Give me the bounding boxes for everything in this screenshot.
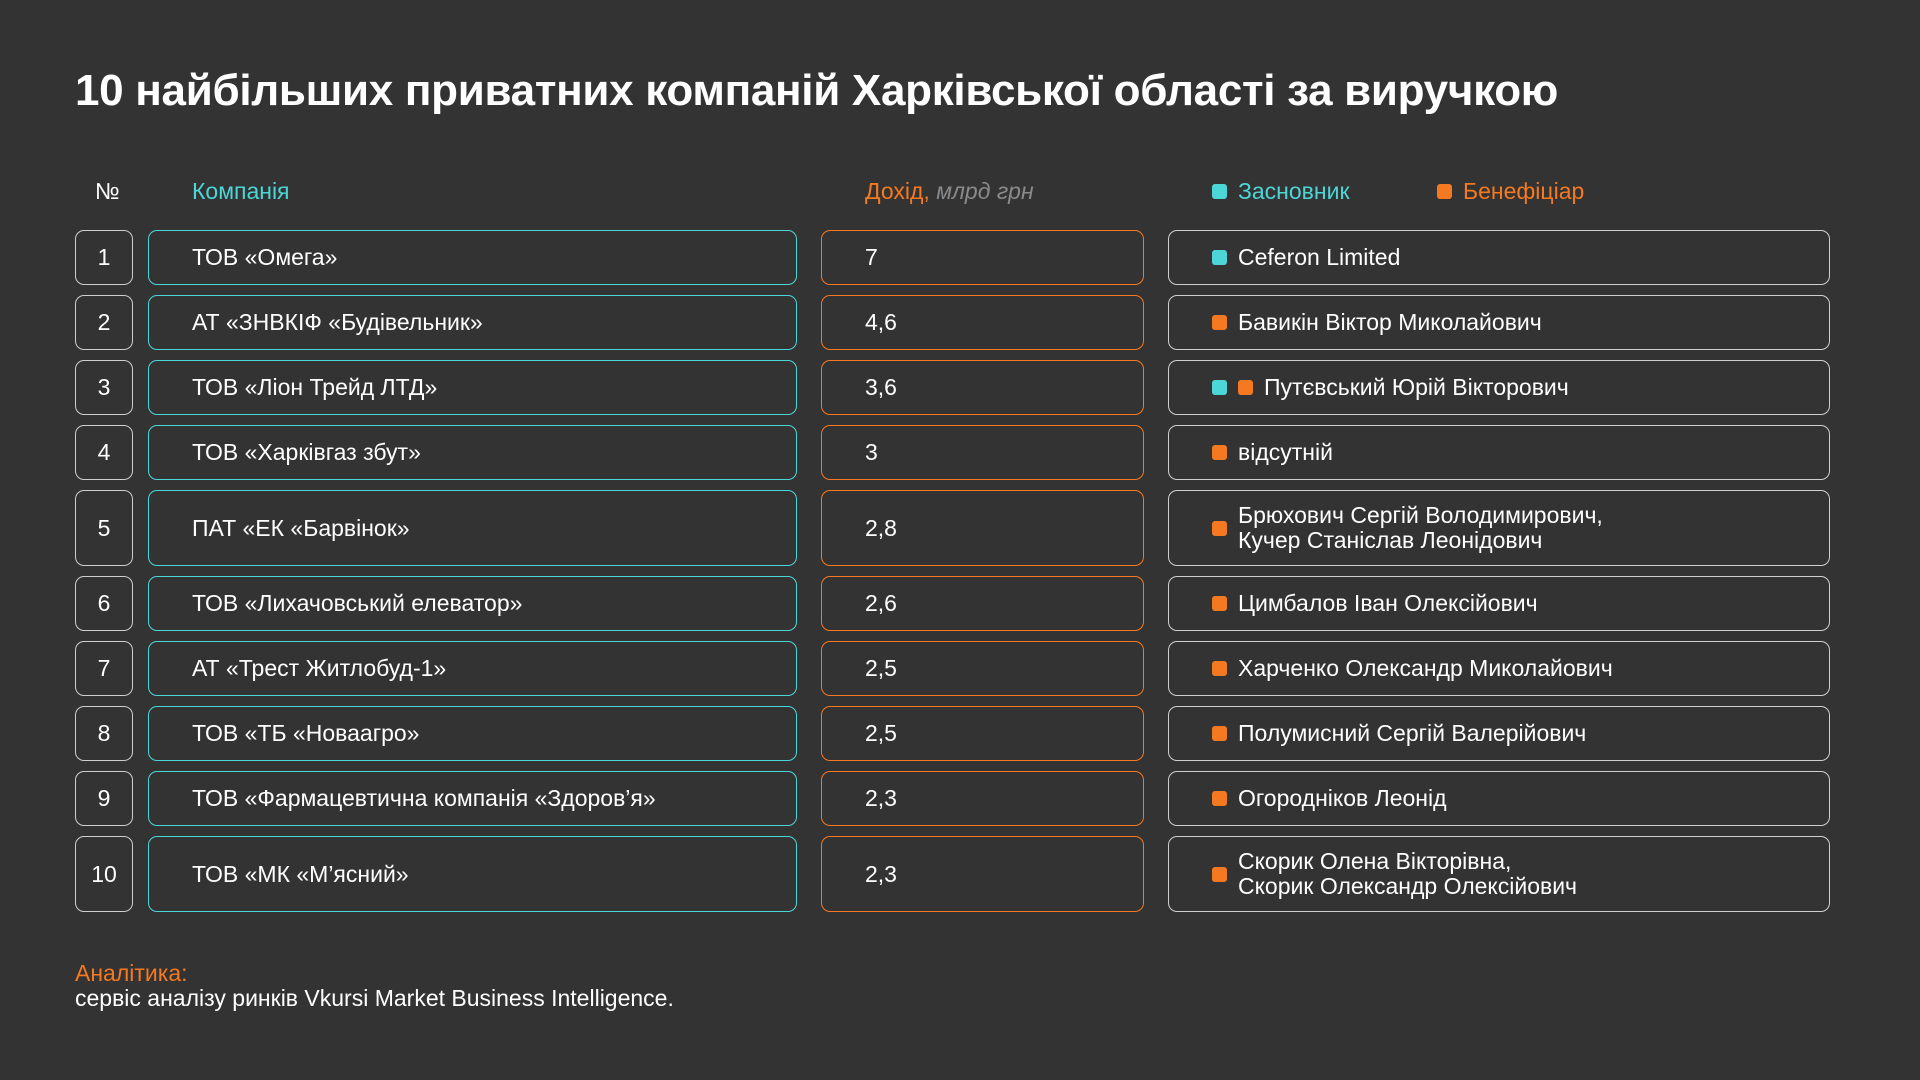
company-name: ТОВ «Омега» (148, 230, 797, 285)
revenue-value: 2,5 (821, 706, 1144, 761)
legend-beneficiary-label: Бенефіціар (1463, 178, 1585, 204)
owner-cell: Огородніков Леонід (1168, 771, 1830, 826)
revenue-value: 3 (821, 425, 1144, 480)
footer-source: сервіс аналізу ринків Vkursi Market Busi… (75, 985, 674, 1011)
company-name: ТОВ «МК «М’ясний» (148, 836, 797, 912)
owner-cell: Харченко Олександр Миколайович (1168, 641, 1830, 696)
owner-cell: Цимбалов Іван Олексійович (1168, 576, 1830, 631)
founder-marker-icon (1212, 184, 1227, 199)
owner-cell: Брюхович Сергій Володимирович, Кучер Ста… (1168, 490, 1830, 566)
beneficiary-marker-icon (1238, 380, 1253, 395)
owner-cell: відсутній (1168, 425, 1830, 480)
owner-name: Цимбалов Іван Олексійович (1238, 590, 1538, 616)
company-name: ТОВ «ТБ «Новаагро» (148, 706, 797, 761)
header-company: Компанія (192, 178, 290, 204)
row-number: 8 (75, 706, 133, 761)
beneficiary-marker-icon (1212, 445, 1227, 460)
legend-founder-label: Засновник (1238, 178, 1350, 204)
row-number: 10 (75, 836, 133, 912)
page-title: 10 найбільших приватних компаній Харківс… (75, 66, 1559, 115)
row-number: 9 (75, 771, 133, 826)
row-number: 5 (75, 490, 133, 566)
row-number: 2 (75, 295, 133, 350)
beneficiary-marker-icon (1212, 520, 1227, 536)
revenue-value: 2,8 (821, 490, 1144, 566)
row-number: 7 (75, 641, 133, 696)
founder-marker-icon (1212, 250, 1227, 265)
footer-label: Аналітика: (75, 960, 188, 986)
beneficiary-marker-icon (1437, 184, 1452, 199)
owner-name: Скорик Олена Вікторівна, Скорик Олександ… (1238, 848, 1578, 899)
company-name: ТОВ «Лихачовський елеватор» (148, 576, 797, 631)
owner-name: Огородніков Леонід (1238, 785, 1447, 811)
owner-cell: Путєвський Юрій Вікторович (1168, 360, 1830, 415)
beneficiary-marker-icon (1212, 866, 1227, 882)
legend-founder: Засновник (1212, 178, 1350, 205)
owner-name: Брюхович Сергій Володимирович, Кучер Ста… (1238, 502, 1603, 553)
beneficiary-marker-icon (1212, 661, 1227, 676)
header-revenue-label: Дохід, (865, 178, 930, 204)
beneficiary-marker-icon (1212, 726, 1227, 741)
row-number: 1 (75, 230, 133, 285)
row-number: 4 (75, 425, 133, 480)
revenue-value: 2,3 (821, 771, 1144, 826)
revenue-value: 2,3 (821, 836, 1144, 912)
company-name: ТОВ «Ліон Трейд ЛТД» (148, 360, 797, 415)
header-number: № (95, 178, 120, 204)
owner-name: відсутній (1238, 439, 1333, 465)
header-revenue: Дохід, млрд грн (865, 178, 1034, 205)
company-name: АТ «ЗНВКІФ «Будівельник» (148, 295, 797, 350)
company-name: ТОВ «Фармацевтична компанія «Здоров’я» (148, 771, 797, 826)
row-number: 3 (75, 360, 133, 415)
revenue-value: 2,5 (821, 641, 1144, 696)
owner-name: Полумисний Сергій Валерійович (1238, 720, 1587, 746)
revenue-value: 3,6 (821, 360, 1144, 415)
owner-cell: Бавикін Віктор Миколайович (1168, 295, 1830, 350)
revenue-value: 2,6 (821, 576, 1144, 631)
revenue-value: 4,6 (821, 295, 1144, 350)
company-name: ПАТ «ЕК «Барвінок» (148, 490, 797, 566)
owner-name: Бавикін Віктор Миколайович (1238, 309, 1542, 335)
legend-beneficiary: Бенефіціар (1437, 178, 1584, 205)
company-name: ТОВ «Харківгаз збут» (148, 425, 797, 480)
header-revenue-unit: млрд грн (936, 178, 1034, 204)
owner-cell: Полумисний Сергій Валерійович (1168, 706, 1830, 761)
beneficiary-marker-icon (1212, 791, 1227, 806)
revenue-value: 7 (821, 230, 1144, 285)
beneficiary-marker-icon (1212, 315, 1227, 330)
owner-name: Харченко Олександр Миколайович (1238, 655, 1613, 681)
owner-cell: Ceferon Limited (1168, 230, 1830, 285)
owner-cell: Скорик Олена Вікторівна, Скорик Олександ… (1168, 836, 1830, 912)
founder-marker-icon (1212, 380, 1227, 395)
row-number: 6 (75, 576, 133, 631)
beneficiary-marker-icon (1212, 596, 1227, 611)
owner-name: Ceferon Limited (1238, 244, 1401, 270)
company-name: АТ «Трест Житлобуд-1» (148, 641, 797, 696)
owner-name: Путєвський Юрій Вікторович (1264, 374, 1569, 400)
